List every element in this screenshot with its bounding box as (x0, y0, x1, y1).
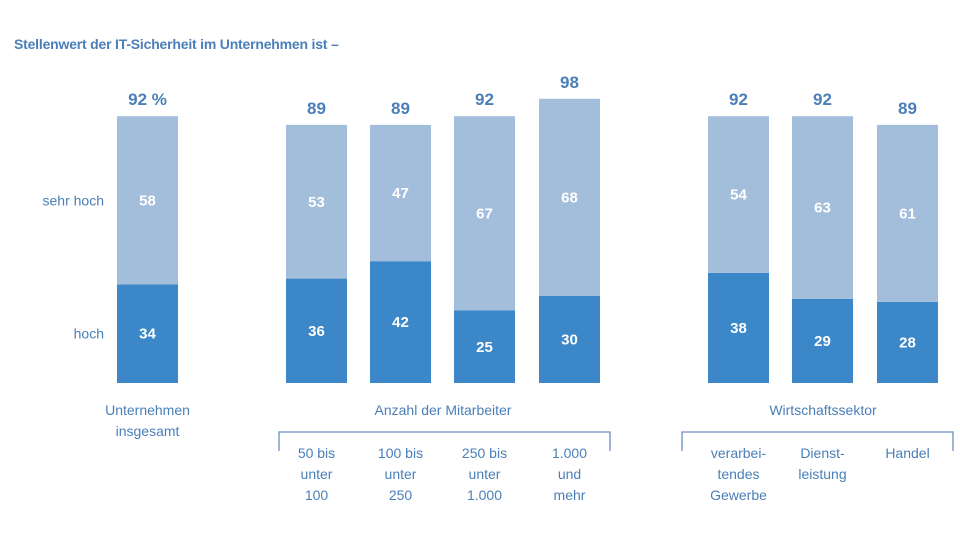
bar-sehr-hoch-3 (454, 116, 515, 311)
category-label-1-2: 100 (305, 487, 329, 503)
value-label-sehr-hoch-7: 61 (899, 205, 916, 222)
total-label-4: 98 (560, 73, 579, 92)
value-label-sehr-hoch-0: 58 (139, 192, 156, 209)
bar-sehr-hoch-7 (877, 124, 938, 302)
category-label-2-1: unter (385, 466, 417, 482)
bar-hoch-2 (370, 261, 431, 383)
category-label-6-1: leistung (798, 466, 846, 482)
total-label-3: 92 (475, 90, 494, 109)
bar-hoch-3 (454, 310, 515, 383)
category-label-4-0: 1.000 (552, 445, 587, 461)
value-label-hoch-6: 29 (814, 333, 831, 350)
group-label-1: Anzahl der Mitarbeiter (375, 402, 512, 418)
value-label-sehr-hoch-4: 68 (561, 189, 578, 206)
category-label-1-0: 50 bis (298, 445, 335, 461)
bar-sehr-hoch-0 (117, 116, 178, 285)
category-label-3-1: unter (469, 466, 501, 482)
group-label-2: Wirtschaftssektor (769, 402, 877, 418)
total-label-7: 89 (898, 99, 917, 118)
value-label-sehr-hoch-6: 63 (814, 200, 831, 217)
total-label-0: 92 % (128, 90, 167, 109)
value-label-sehr-hoch-5: 54 (730, 187, 747, 204)
legend-sehr-hoch: sehr hoch (43, 192, 104, 208)
value-label-hoch-5: 38 (730, 320, 747, 337)
category-label-6-0: Dienst- (800, 445, 845, 461)
value-label-hoch-3: 25 (476, 339, 493, 356)
bar-hoch-0 (117, 284, 178, 383)
category-label-2-2: 250 (389, 487, 413, 503)
bar-hoch-4 (539, 296, 600, 383)
category-label-3-0: 250 bis (462, 445, 507, 461)
value-label-sehr-hoch-2: 47 (392, 185, 409, 202)
bar-sehr-hoch-4 (539, 98, 600, 296)
total-label-6: 92 (813, 90, 832, 109)
total-label-1: 89 (307, 99, 326, 118)
chart-title: Stellenwert der IT-Sicherheit im Unterne… (14, 36, 339, 52)
bar-hoch-6 (792, 298, 853, 383)
total-label-5: 92 (729, 90, 748, 109)
value-label-sehr-hoch-3: 67 (476, 205, 493, 222)
bar-sehr-hoch-1 (286, 124, 347, 279)
value-label-hoch-2: 42 (392, 314, 409, 331)
category-label-5-0: verarbei- (711, 445, 767, 461)
category-label-0-1: insgesamt (116, 423, 180, 439)
bar-sehr-hoch-6 (792, 116, 853, 299)
value-label-hoch-0: 34 (139, 326, 156, 343)
category-label-4-2: mehr (554, 487, 586, 503)
group-bracket-1 (278, 431, 611, 451)
group-bracket-2 (681, 431, 954, 451)
total-label-2: 89 (391, 99, 410, 118)
value-label-hoch-7: 28 (899, 334, 916, 351)
category-label-2-0: 100 bis (378, 445, 423, 461)
value-label-hoch-4: 30 (561, 332, 578, 349)
category-label-3-2: 1.000 (467, 487, 502, 503)
bar-hoch-7 (877, 301, 938, 383)
category-label-7-0: Handel (885, 445, 929, 461)
bar-hoch-5 (708, 272, 769, 383)
legend-hoch: hoch (74, 326, 104, 342)
value-label-hoch-1: 36 (308, 323, 325, 340)
bar-hoch-1 (286, 278, 347, 383)
category-label-4-1: und (558, 466, 581, 482)
category-label-1-1: unter (301, 466, 333, 482)
bar-sehr-hoch-5 (708, 116, 769, 273)
category-label-5-2: Gewerbe (710, 487, 767, 503)
category-label-0-0: Unternehmen (105, 402, 190, 418)
value-label-sehr-hoch-1: 53 (308, 194, 325, 211)
category-label-5-1: tendes (717, 466, 759, 482)
bar-sehr-hoch-2 (370, 124, 431, 262)
